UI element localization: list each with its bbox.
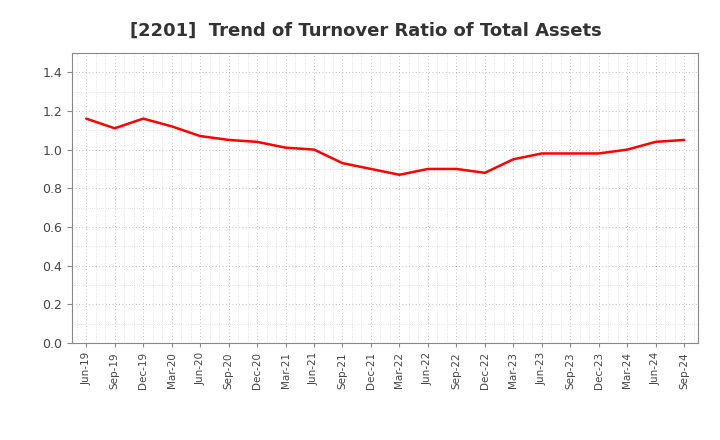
Text: [2201]  Trend of Turnover Ratio of Total Assets: [2201] Trend of Turnover Ratio of Total … bbox=[130, 22, 601, 40]
